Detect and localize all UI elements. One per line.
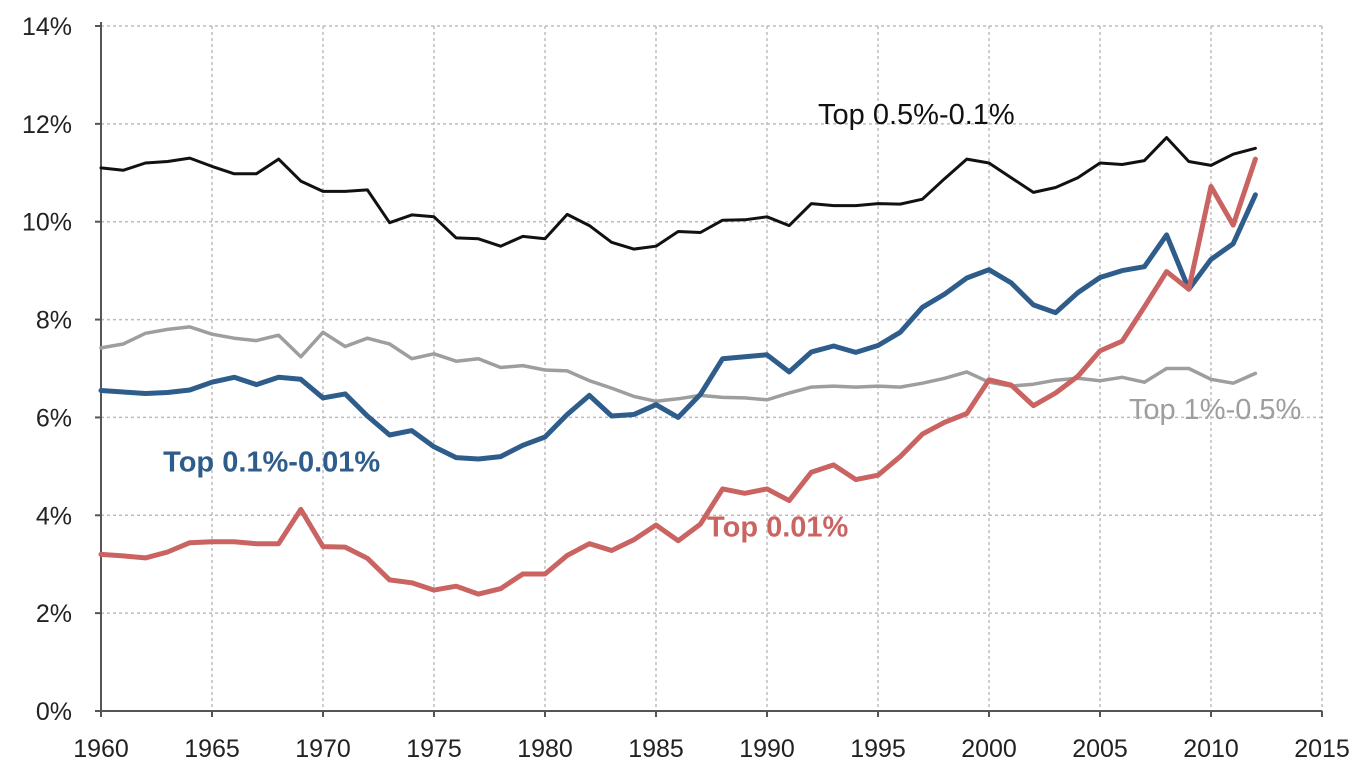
series-line-top-0-01 <box>98 156 1258 597</box>
series-line-top-1-0-5 <box>99 325 1258 404</box>
gridlines <box>101 25 1323 711</box>
series-label-top-0-01: Top 0.01% <box>707 511 848 543</box>
x-tick-label: 1990 <box>739 735 795 763</box>
series-label-top-1-0-5: Top 1%-0.5% <box>1129 394 1302 426</box>
y-tick-label: 8% <box>36 307 72 335</box>
series-label-top-0-5-0-1: Top 0.5%-0.1% <box>818 99 1015 131</box>
x-tick-label: 1970 <box>295 735 351 763</box>
y-axis-tick-labels: 0% 2% 4% 6% 8% 10% 12% 14% <box>22 13 101 726</box>
y-tick-label: 2% <box>36 600 72 628</box>
series-line-top-0-1-0-01 <box>98 192 1258 462</box>
series-lines <box>98 136 1258 597</box>
y-tick-label: 12% <box>22 111 72 139</box>
x-tick-label: 2005 <box>1072 735 1128 763</box>
x-tick-label: 1965 <box>184 735 240 763</box>
y-tick-label: 10% <box>22 209 72 237</box>
x-tick-label: 2015 <box>1294 735 1350 763</box>
x-tick-label: 2000 <box>961 735 1017 763</box>
x-tick-label: 1995 <box>850 735 906 763</box>
x-tick-label: 1980 <box>517 735 573 763</box>
x-tick-label: 1960 <box>73 735 129 763</box>
series-labels: Top 0.5%-0.1% Top 0.1%-0.01% Top 1%-0.5% To… <box>163 99 1301 543</box>
y-tick-label: 6% <box>36 404 72 432</box>
series-line-top-0-5-0-1 <box>99 136 1257 251</box>
x-tick-label: 2010 <box>1183 735 1239 763</box>
series-label-top-0-1-0-01: Top 0.1%-0.01% <box>163 446 380 478</box>
y-tick-label: 4% <box>36 502 72 530</box>
y-tick-label: 0% <box>36 698 72 726</box>
x-axis-tick-labels: 1960 1965 1970 1975 1980 1985 1990 1995 2000 2005… <box>73 711 1350 763</box>
x-tick-label: 1985 <box>628 735 684 763</box>
x-tick-label: 1975 <box>406 735 462 763</box>
y-tick-label: 14% <box>22 13 72 41</box>
axes <box>100 22 1322 712</box>
